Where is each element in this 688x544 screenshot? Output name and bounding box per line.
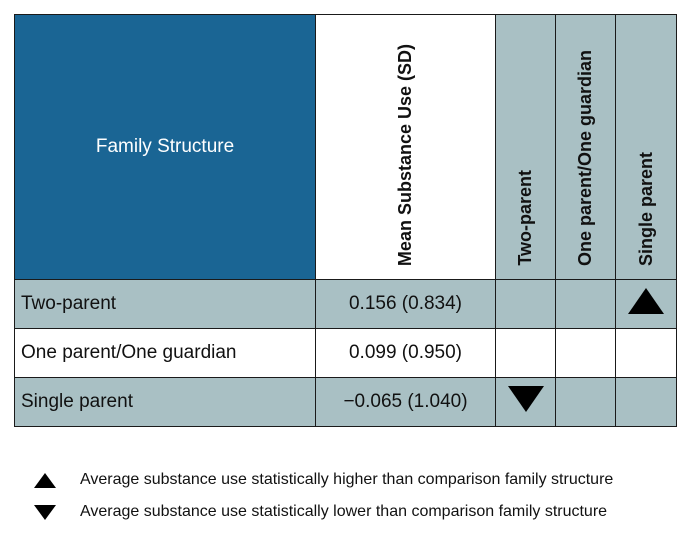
legend-higher-text: Average substance use statistically high… — [80, 471, 614, 488]
triangle-down-icon — [34, 504, 56, 520]
comparison-cell — [555, 328, 616, 378]
legend-lower-text: Average substance use statistically lowe… — [80, 503, 608, 520]
col-header-one-parent-one-guardian: One parent/One guardian — [555, 14, 616, 280]
comparison-cell — [555, 377, 616, 427]
comparison-cell — [495, 279, 556, 329]
mean-value: −0.065 (1.040) — [315, 377, 496, 427]
family-structure-header: Family Structure — [14, 14, 316, 280]
comparison-table: Family Structure Mean Substance Use (SD)… — [14, 14, 677, 427]
mean-value: 0.099 (0.950) — [315, 328, 496, 378]
comparison-cell — [495, 377, 556, 427]
row-label: Single parent — [14, 377, 316, 427]
table-row: Single parent −0.065 (1.040) — [14, 377, 677, 427]
col-header-two-parent: Two-parent — [495, 14, 556, 280]
mean-value: 0.156 (0.834) — [315, 279, 496, 329]
table-row: One parent/One guardian 0.099 (0.950) — [14, 328, 677, 378]
legend-lower: Average substance use statistically lowe… — [34, 503, 607, 521]
comparison-cell — [615, 279, 677, 329]
comparison-cell — [615, 377, 677, 427]
triangle-down-icon — [507, 386, 544, 412]
row-label: One parent/One guardian — [14, 328, 316, 378]
comparison-cell — [555, 279, 616, 329]
triangle-up-icon — [34, 472, 56, 488]
row-label: Two-parent — [14, 279, 316, 329]
comparison-cell — [495, 328, 556, 378]
col-header-mean: Mean Substance Use (SD) — [315, 14, 496, 280]
triangle-up-icon — [628, 288, 664, 314]
col-header-single-parent: Single parent — [615, 14, 677, 280]
table-row: Two-parent 0.156 (0.834) — [14, 279, 677, 329]
comparison-cell — [615, 328, 677, 378]
legend-higher: Average substance use statistically high… — [34, 471, 613, 489]
